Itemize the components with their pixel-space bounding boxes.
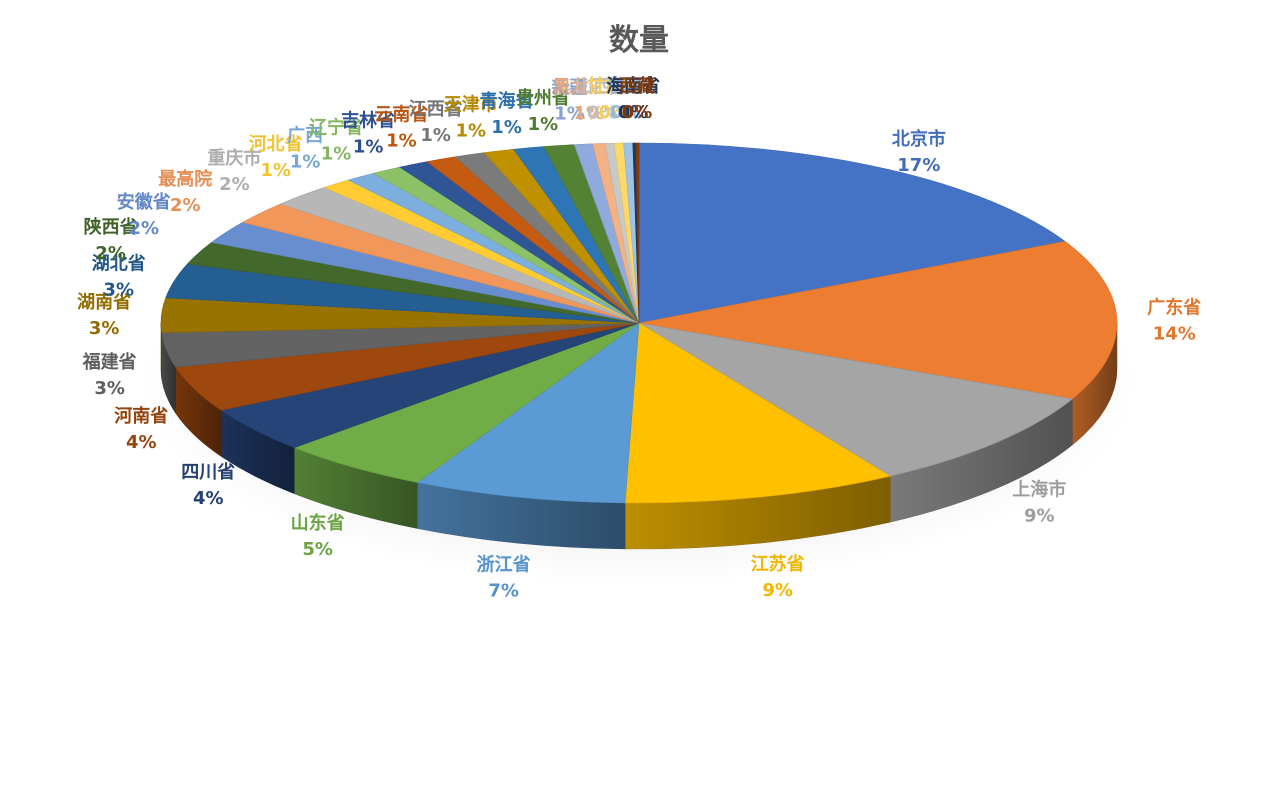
slice-label-1: 广东省: [1147, 296, 1201, 318]
slice-percent-3: 9%: [762, 580, 793, 601]
slice-percent-28: 0%: [610, 102, 641, 123]
slice-label-16: 广西: [287, 124, 323, 146]
slice-label-12: 安徽省: [117, 191, 171, 213]
slice-label-0: 北京市: [892, 128, 946, 150]
pie-side-shade-2: [890, 398, 1073, 523]
pie-slice-30: [635, 142, 640, 324]
pie-side-shade-6: [220, 410, 295, 494]
slice-label-5: 山东省: [291, 512, 345, 534]
slice-percent-11: 2%: [95, 243, 126, 264]
slice-label-22: 青海省: [480, 90, 534, 112]
pie-side-shade-7: [175, 367, 221, 457]
slice-percent-15: 1%: [260, 160, 291, 181]
slice-percent-19: 1%: [386, 130, 417, 151]
slice-percent-7: 4%: [126, 432, 157, 453]
slice-label-25: 黑龙江省: [553, 76, 625, 98]
slice-label-11: 陕西省: [84, 216, 138, 238]
slice-label-3: 江苏省: [751, 553, 805, 575]
slice-label-28: 宁夏: [607, 75, 644, 97]
chart-title: 数量: [609, 23, 669, 58]
slice-percent-18: 1%: [353, 137, 384, 158]
slice-label-27: 甘肃省: [587, 75, 641, 97]
pie-side-shade-9: [161, 323, 162, 379]
pie-side-shade-8: [161, 332, 176, 414]
slice-percent-13: 2%: [170, 195, 201, 216]
slice-label-18: 吉林省: [341, 110, 395, 132]
slice-label-14: 重庆市: [207, 147, 261, 169]
pie-side-shade-1: [1072, 323, 1117, 445]
slice-percent-29: 0%: [618, 102, 649, 123]
slice-percent-24: 1%: [554, 104, 585, 125]
pie-slice-4: [416, 322, 640, 504]
slice-percent-22: 1%: [491, 117, 522, 138]
slice-label-24: 新疆: [552, 77, 588, 99]
slice-percent-30: 0%: [622, 102, 653, 123]
pie-labels: 北京市 17% 广东省 14% 上海市 9% 江苏省 9% 浙江省 7% 山东省 5% 四川省 4% 河南省…: [77, 75, 1201, 602]
slice-label-26: 山西省: [575, 75, 629, 97]
pie-slice-0: [638, 142, 1066, 324]
slice-label-7: 河南省: [114, 405, 168, 427]
slice-percent-20: 1%: [420, 125, 451, 146]
pie-tops: [160, 142, 1118, 504]
slice-percent-5: 5%: [302, 539, 333, 560]
slice-percent-2: 9%: [1024, 505, 1055, 526]
slice-percent-10: 3%: [103, 280, 134, 301]
pie-slice-5: [293, 322, 640, 483]
slice-label-6: 四川省: [181, 461, 235, 483]
slice-label-23: 贵州省: [516, 87, 570, 109]
slice-label-15: 河北省: [249, 133, 303, 155]
slice-label-4: 浙江省: [477, 554, 531, 576]
slice-percent-8: 3%: [94, 378, 125, 399]
slice-percent-16: 1%: [290, 151, 321, 172]
slice-percent-25: 1%: [574, 103, 605, 124]
slice-label-29: 海南省: [606, 75, 660, 97]
pie-slice-3: [624, 322, 891, 504]
slice-label-10: 湖北省: [92, 253, 146, 275]
slice-label-8: 福建省: [82, 351, 137, 373]
slice-percent-14: 2%: [219, 174, 250, 195]
slice-percent-1: 14%: [1153, 323, 1196, 344]
slice-percent-21: 1%: [455, 120, 486, 141]
slice-label-13: 最高院: [158, 168, 212, 190]
pie-side-shade-5: [294, 447, 418, 529]
slice-label-19: 云南省: [374, 103, 428, 125]
pie-slice-1: [638, 241, 1118, 400]
slice-label-17: 辽宁省: [309, 117, 363, 139]
slice-percent-27: 0%: [599, 102, 630, 123]
slice-label-2: 上海市: [1012, 478, 1066, 500]
slice-percent-17: 1%: [321, 144, 352, 165]
slice-percent-23: 1%: [528, 114, 559, 135]
slice-percent-26: 0%: [587, 102, 618, 123]
pie-side-shade-4: [417, 482, 626, 549]
pie-slice-2: [638, 322, 1074, 477]
slice-label-21: 天津市: [444, 93, 498, 115]
slice-percent-4: 7%: [488, 581, 519, 602]
slice-label-30: 西藏: [619, 76, 655, 97]
pie-side-shade-3: [625, 476, 891, 549]
slice-label-20: 江西省: [409, 98, 463, 120]
slice-label-9: 湖南省: [77, 291, 131, 313]
slice-percent-0: 17%: [897, 155, 940, 176]
slice-percent-12: 2%: [129, 218, 160, 239]
slice-percent-6: 4%: [193, 488, 224, 509]
slice-percent-9: 3%: [89, 318, 120, 339]
